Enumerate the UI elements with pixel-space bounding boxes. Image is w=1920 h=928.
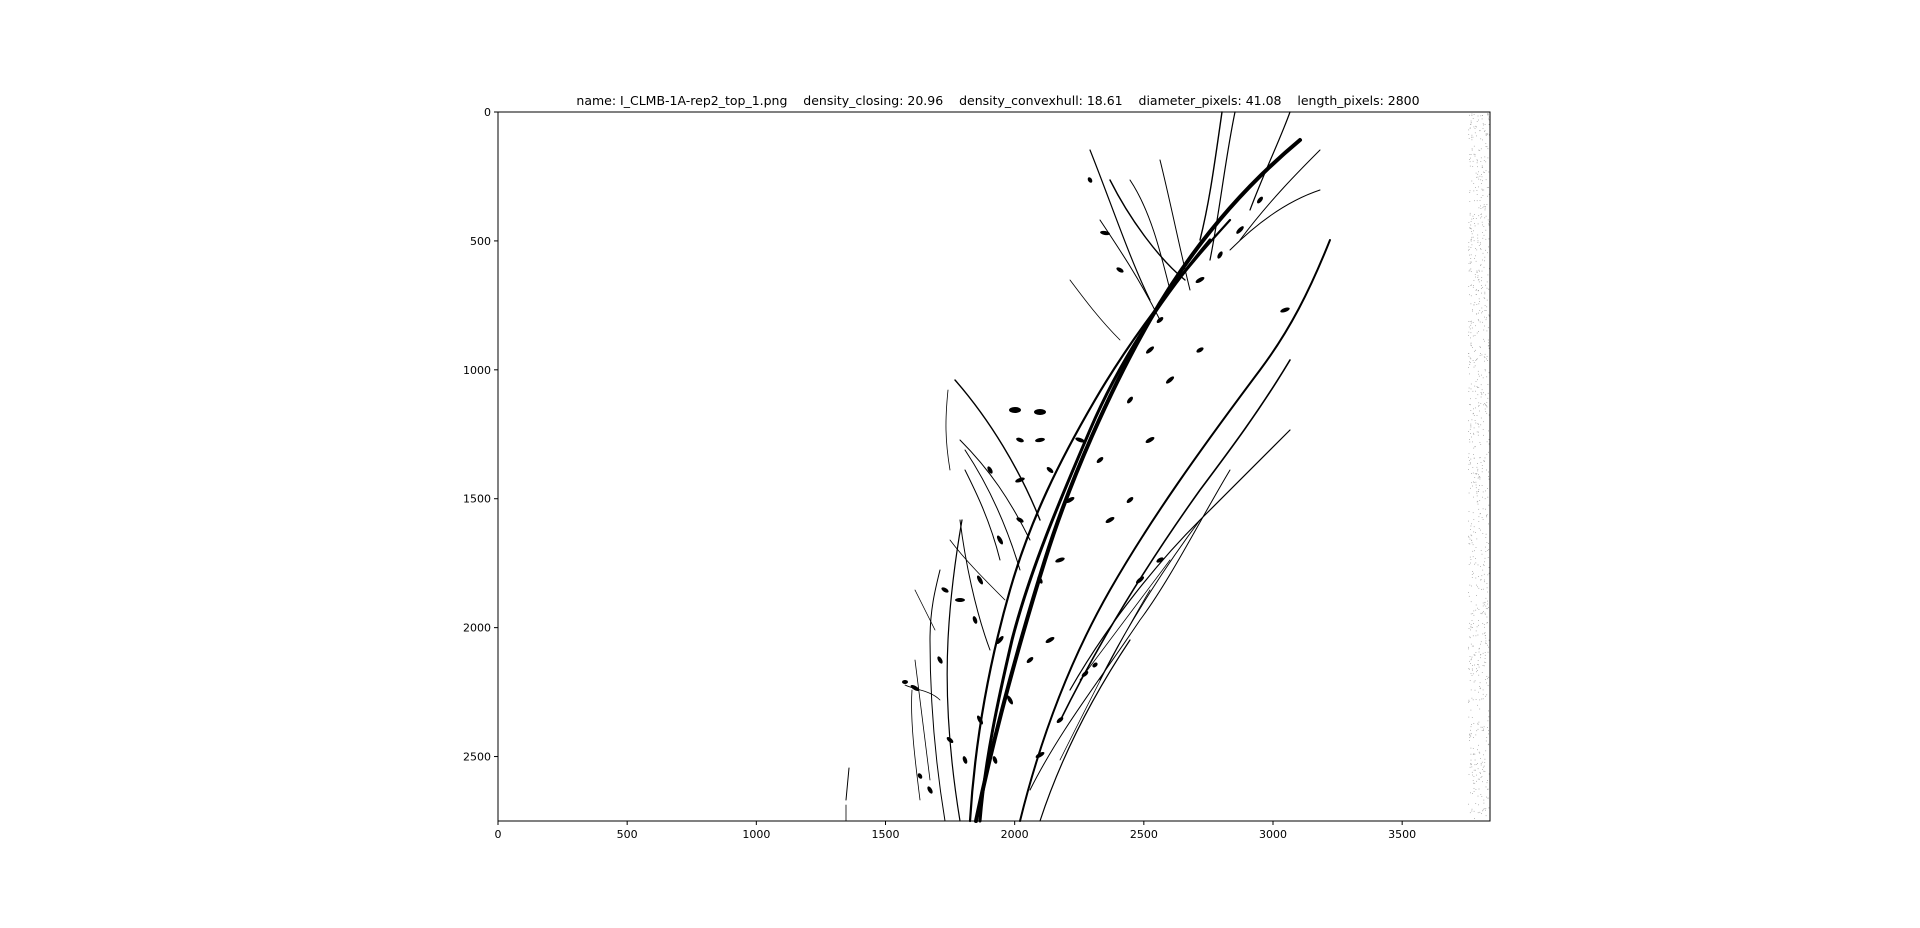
plant-mask [845, 111, 1331, 823]
x-axis: 0 500 1000 1500 2000 2500 3000 3500 [495, 821, 1416, 841]
y-tick-label: 500 [470, 235, 491, 248]
figure-title: name: I_CLMB-1A-rep2_top_1.png density_c… [576, 93, 1420, 108]
y-tick-label: 1500 [463, 493, 491, 506]
x-tick-label: 2500 [1130, 828, 1158, 841]
x-tick-label: 1000 [742, 828, 770, 841]
x-tick-label: 3000 [1259, 828, 1287, 841]
y-tick-label: 2500 [463, 751, 491, 764]
x-tick-label: 500 [617, 828, 638, 841]
leaf-marks [902, 177, 1290, 794]
edge-noise [1468, 113, 1490, 819]
y-axis: 0 500 1000 1500 2000 2500 [463, 106, 498, 764]
y-tick-label: 1000 [463, 364, 491, 377]
x-tick-label: 2000 [1001, 828, 1029, 841]
x-tick-label: 1500 [872, 828, 900, 841]
x-tick-label: 3500 [1388, 828, 1416, 841]
x-tick-label: 0 [495, 828, 502, 841]
y-tick-label: 0 [484, 106, 491, 119]
y-tick-label: 2000 [463, 622, 491, 635]
axes-frame [497, 111, 1491, 822]
